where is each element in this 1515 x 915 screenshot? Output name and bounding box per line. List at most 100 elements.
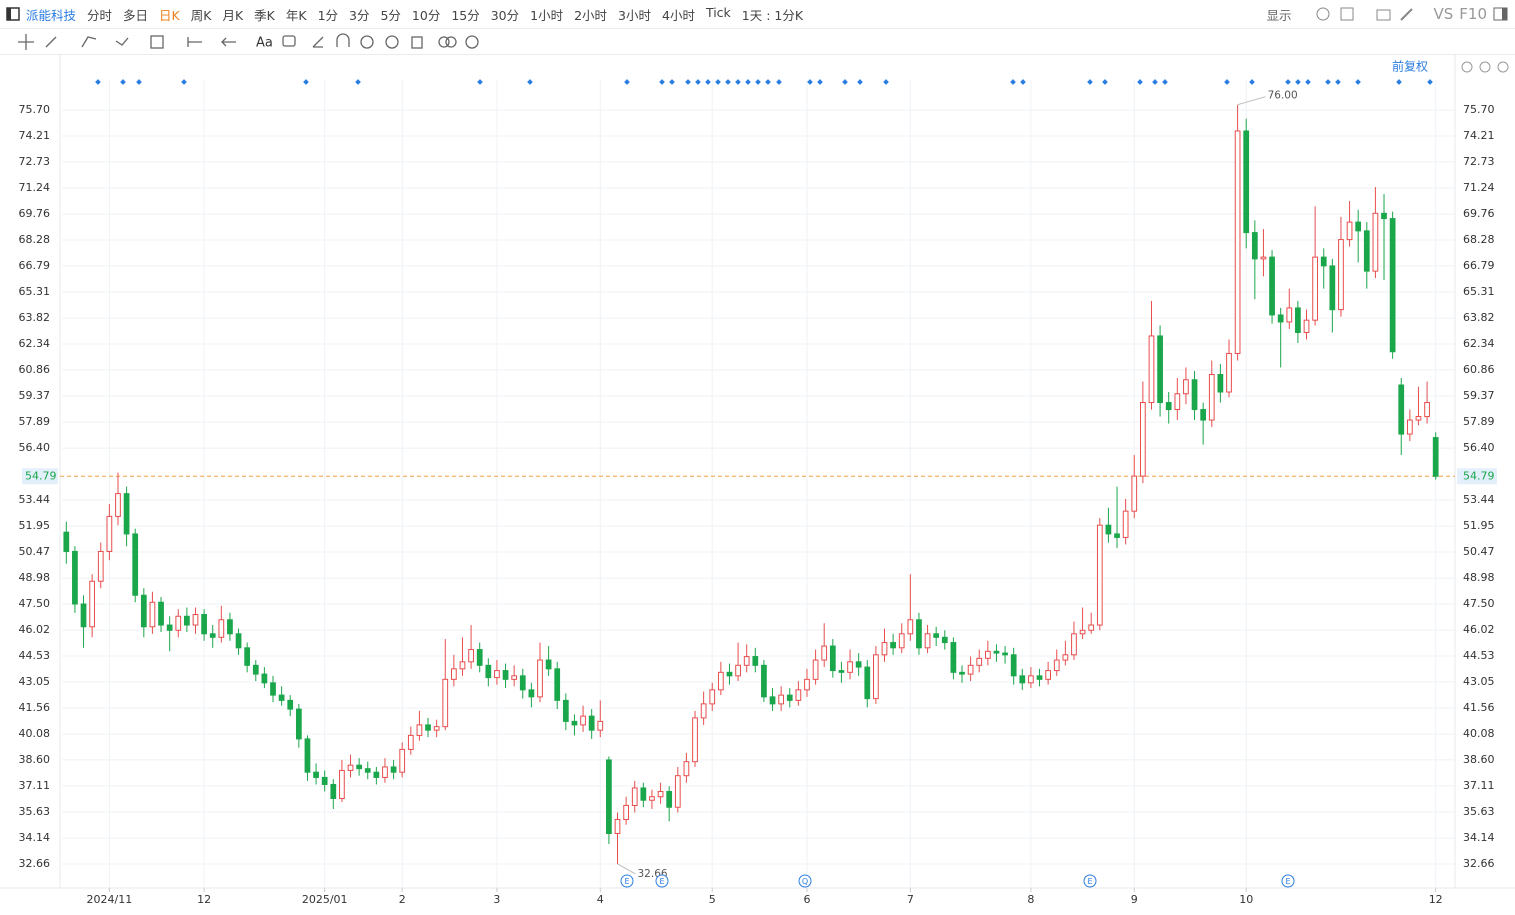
display-menu[interactable]: 显示 xyxy=(1266,7,1292,23)
period-button[interactable]: 1小时 xyxy=(530,7,564,23)
last-price-label-right: 54.79 xyxy=(1463,469,1495,482)
candle-body xyxy=(1174,393,1181,411)
y-tick-label-right: 48.98 xyxy=(1463,571,1495,584)
text-tool[interactable]: Aa xyxy=(256,36,273,51)
candle-body xyxy=(1424,402,1430,418)
event-dot xyxy=(1396,79,1402,85)
period-button[interactable]: 3分 xyxy=(349,7,370,23)
y-tick-label-right: 56.40 xyxy=(1463,441,1495,454)
candle-body xyxy=(149,601,156,628)
candle-body xyxy=(511,675,518,680)
candle-body xyxy=(916,619,922,649)
period-button[interactable]: 30分 xyxy=(490,7,520,23)
period-button[interactable]: 15分 xyxy=(451,7,480,23)
candle-body xyxy=(571,720,578,726)
candle-body xyxy=(657,790,664,798)
candle-body xyxy=(537,659,543,698)
event-dot xyxy=(1295,79,1301,85)
candle-body xyxy=(373,771,380,778)
candle-body xyxy=(855,661,862,668)
candle-body xyxy=(1329,265,1336,311)
event-dot xyxy=(715,79,721,85)
period-button[interactable]: 1天 : 1分K xyxy=(741,7,804,23)
layout-icon[interactable] xyxy=(6,7,20,21)
event-dot xyxy=(1427,79,1433,85)
candle-body xyxy=(1320,256,1327,267)
period-button[interactable]: 10分 xyxy=(411,7,441,23)
event-icon xyxy=(798,874,812,888)
event-dot xyxy=(1325,79,1331,85)
event-dot xyxy=(776,79,782,85)
period-button[interactable]: Tick xyxy=(705,4,731,20)
period-button[interactable]: 多日 xyxy=(123,7,149,23)
adjust-button[interactable]: 前复权 xyxy=(1392,59,1428,74)
event-dot xyxy=(624,79,630,85)
candle-body xyxy=(502,670,509,680)
candle-body xyxy=(1295,307,1301,333)
candle-body xyxy=(993,650,1000,654)
period-button[interactable]: 3小时 xyxy=(618,7,651,23)
x-tick-label: 12 xyxy=(1429,893,1443,906)
period-button[interactable]: 日K xyxy=(159,7,180,23)
y-tick-label: 72.73 xyxy=(19,155,51,168)
candle-body xyxy=(175,615,182,631)
y-tick-label-right: 46.02 xyxy=(1463,623,1495,636)
candle-body xyxy=(459,661,466,670)
candle-body xyxy=(347,764,354,771)
event-icon xyxy=(655,874,669,888)
candle-body xyxy=(209,633,216,638)
y-tick-label: 41.56 xyxy=(19,701,51,714)
candle-body xyxy=(864,666,871,700)
zoom-icons xyxy=(1461,61,1509,73)
event-dot xyxy=(477,79,483,85)
y-tick-label-right: 41.56 xyxy=(1463,701,1495,714)
y-tick-label: 51.95 xyxy=(19,519,51,532)
y-tick-label: 75.70 xyxy=(19,103,51,116)
candle-body xyxy=(778,694,785,705)
period-button[interactable]: 月K xyxy=(222,7,244,23)
event-dot xyxy=(1335,79,1341,85)
candle-body xyxy=(244,647,251,666)
y-tick-label-right: 65.31 xyxy=(1463,285,1495,298)
x-tick-label: 7 xyxy=(907,893,914,906)
period-button[interactable]: 5分 xyxy=(380,7,401,23)
event-dot xyxy=(1010,79,1016,85)
candle-body xyxy=(950,642,957,673)
candle-body xyxy=(1303,319,1310,333)
candle-body xyxy=(1312,256,1318,321)
y-tick-label-right: 50.47 xyxy=(1463,545,1495,558)
candle-body xyxy=(425,724,431,731)
f10-button[interactable]: F10 xyxy=(1459,5,1487,23)
y-tick-label: 74.21 xyxy=(19,129,51,142)
period-button[interactable]: 分时 xyxy=(87,7,113,23)
candle-body xyxy=(1079,629,1086,635)
toolbar-right: 显示 VS F10 xyxy=(1266,0,1515,28)
event-dot xyxy=(1355,79,1361,85)
candle-body xyxy=(1398,384,1405,435)
vs-button[interactable]: VS xyxy=(1433,5,1454,23)
y-tick-label-right: 43.05 xyxy=(1463,675,1495,688)
candle-body xyxy=(709,689,716,705)
panel-icon[interactable] xyxy=(1493,6,1509,22)
candle-body xyxy=(1338,239,1344,311)
x-tick-label: 2025/01 xyxy=(302,893,348,906)
stock-name[interactable]: 派能科技 xyxy=(26,7,77,23)
candle-body xyxy=(1406,419,1413,435)
period-button[interactable]: 季K xyxy=(254,7,275,23)
y-tick-label-right: 71.24 xyxy=(1463,181,1495,194)
candle-body xyxy=(485,664,492,679)
y-tick-label: 60.86 xyxy=(19,363,51,376)
period-button[interactable]: 1分 xyxy=(317,7,339,23)
y-tick-label-right: 37.11 xyxy=(1463,779,1495,792)
candle-body xyxy=(364,768,371,773)
event-dot xyxy=(817,79,823,85)
candle-body xyxy=(63,531,70,552)
period-button[interactable]: 周K xyxy=(190,7,212,23)
period-button[interactable]: 4小时 xyxy=(662,7,695,23)
candle-body xyxy=(158,601,164,626)
period-button[interactable]: 年K xyxy=(285,7,307,23)
candle-body xyxy=(451,668,457,680)
period-button[interactable]: 2小时 xyxy=(574,7,608,23)
candle-body xyxy=(433,726,440,731)
y-tick-label-right: 62.34 xyxy=(1463,337,1495,350)
